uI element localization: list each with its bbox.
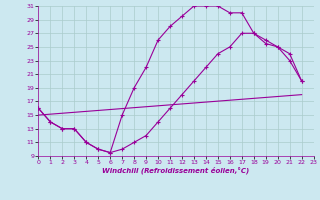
X-axis label: Windchill (Refroidissement éolien,°C): Windchill (Refroidissement éolien,°C): [102, 167, 250, 174]
